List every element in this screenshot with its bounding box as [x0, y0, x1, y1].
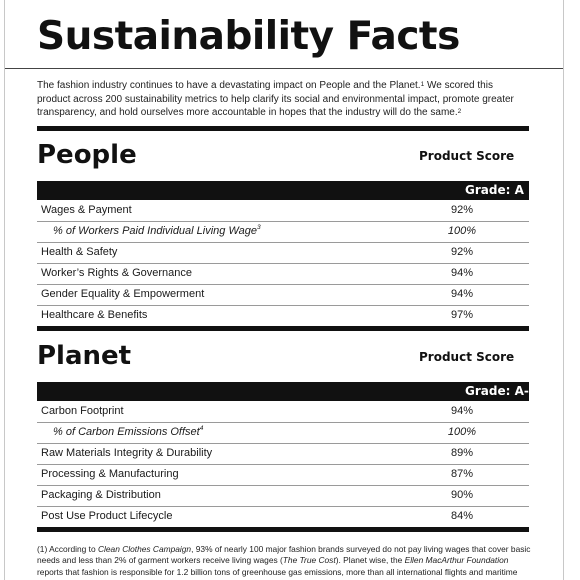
- table-row: Gender Equality & Empowerment 94%: [37, 285, 529, 306]
- planet-bottom-rule: [37, 527, 529, 532]
- row-label: Healthcare & Benefits: [41, 309, 147, 321]
- row-label-text: % of Workers Paid Individual Living Wage: [53, 225, 258, 237]
- row-score-value: 92%: [450, 204, 474, 216]
- row-label-text: Post Use Product Lifecycle: [41, 510, 173, 522]
- row-score-value: 100%: [447, 225, 477, 237]
- row-label-text: Gender Equality & Empowerment: [41, 288, 205, 300]
- footnote-source-2: The True Cost: [282, 555, 336, 566]
- row-label: Packaging & Distribution: [41, 489, 161, 501]
- footnote-text-3: ). Planet wise, the: [335, 555, 405, 566]
- row-label: Health & Safety: [41, 246, 117, 258]
- row-label-text: Packaging & Distribution: [41, 489, 161, 501]
- people-score-label: Product Score: [419, 149, 515, 163]
- row-score-value: 100%: [447, 426, 477, 438]
- footnote-source-3: Ellen MacArthur Foundation: [404, 555, 509, 566]
- row-score-value: 94%: [450, 288, 474, 300]
- table-row: % of Carbon Emissions Offset4 100%: [37, 423, 529, 444]
- row-label: Carbon Footprint: [41, 405, 124, 417]
- people-grade: Grade: A: [465, 183, 524, 197]
- people-grade-bar: Grade: A: [37, 181, 529, 200]
- row-score-value: 92%: [450, 246, 474, 258]
- row-label: Gender Equality & Empowerment: [41, 288, 204, 300]
- footnote: (1) According to Clean Clothes Campaign,…: [37, 544, 531, 580]
- row-label-text: Health & Safety: [41, 246, 118, 258]
- people-bottom-rule: [37, 326, 529, 331]
- row-score-value: 87%: [450, 468, 474, 480]
- planet-heading: Planet: [37, 341, 132, 371]
- row-score-value: 90%: [450, 489, 474, 501]
- people-top-rule: [37, 126, 529, 131]
- footnote-text-2: , 93% of nearly 100 major fashion brands…: [37, 544, 531, 566]
- row-score-value: 94%: [450, 267, 474, 279]
- footnote-text-1: (1) According to: [37, 544, 98, 554]
- row-label-text: Wages & Payment: [41, 204, 132, 216]
- planet-grade: Grade: A-: [465, 384, 529, 398]
- table-row: Raw Materials Integrity & Durability 89%: [37, 444, 529, 465]
- row-label: % of Workers Paid Individual Living Wage…: [53, 224, 261, 237]
- intro-text: The fashion industry continues to have a…: [37, 80, 421, 91]
- row-score-value: 94%: [450, 405, 474, 417]
- table-row: Post Use Product Lifecycle 84%: [37, 507, 529, 528]
- intro-paragraph: The fashion industry continues to have a…: [37, 79, 527, 120]
- intro-footnote-ref-1: 1: [420, 81, 425, 88]
- row-score-value: 97%: [450, 309, 474, 321]
- row-label-text: Carbon Footprint: [41, 405, 124, 417]
- table-row: Packaging & Distribution 90%: [37, 486, 529, 507]
- people-heading: People: [37, 140, 137, 170]
- table-row: Health & Safety 92%: [37, 243, 529, 264]
- row-label-text: Healthcare & Benefits: [41, 309, 148, 321]
- footnote-source-1: Clean Clothes Campaign: [97, 544, 192, 554]
- row-footnote-ref: 3: [257, 224, 261, 231]
- planet-score-label: Product Score: [419, 350, 515, 364]
- table-row: % of Workers Paid Individual Living Wage…: [37, 222, 529, 243]
- row-label-text: Worker’s Rights & Governance: [41, 267, 193, 279]
- table-row: Carbon Footprint 94%: [37, 402, 529, 423]
- planet-grade-bar: Grade: A-: [37, 382, 529, 401]
- table-row: Healthcare & Benefits 97%: [37, 306, 529, 327]
- row-footnote-ref: 4: [199, 425, 204, 432]
- row-label: Raw Materials Integrity & Durability: [41, 447, 212, 459]
- table-row: Worker’s Rights & Governance 94%: [37, 264, 529, 285]
- footnote-text-4: reports that fashion is responsible for …: [37, 566, 518, 580]
- page-title: Sustainability Facts: [37, 14, 460, 59]
- row-label-text: % of Carbon Emissions Offset: [53, 426, 200, 438]
- intro-footnote-ref-2: 2: [457, 108, 462, 115]
- row-label: Worker’s Rights & Governance: [41, 267, 192, 279]
- row-score-value: 84%: [450, 510, 474, 522]
- row-label: % of Carbon Emissions Offset4: [53, 425, 204, 438]
- title-divider: [5, 68, 563, 69]
- intro-text-2: We scored this product across 200 sustai…: [37, 80, 514, 118]
- row-label: Processing & Manufacturing: [41, 468, 179, 480]
- row-score-value: 89%: [450, 447, 474, 459]
- table-row: Wages & Payment 92%: [37, 201, 529, 222]
- row-label: Wages & Payment: [41, 204, 132, 216]
- row-label: Post Use Product Lifecycle: [41, 510, 172, 522]
- row-label-text: Processing & Manufacturing: [41, 468, 179, 480]
- nutrition-label-panel: Sustainability Facts The fashion industr…: [4, 0, 564, 580]
- table-row: Processing & Manufacturing 87%: [37, 465, 529, 486]
- row-label-text: Raw Materials Integrity & Durability: [41, 447, 213, 459]
